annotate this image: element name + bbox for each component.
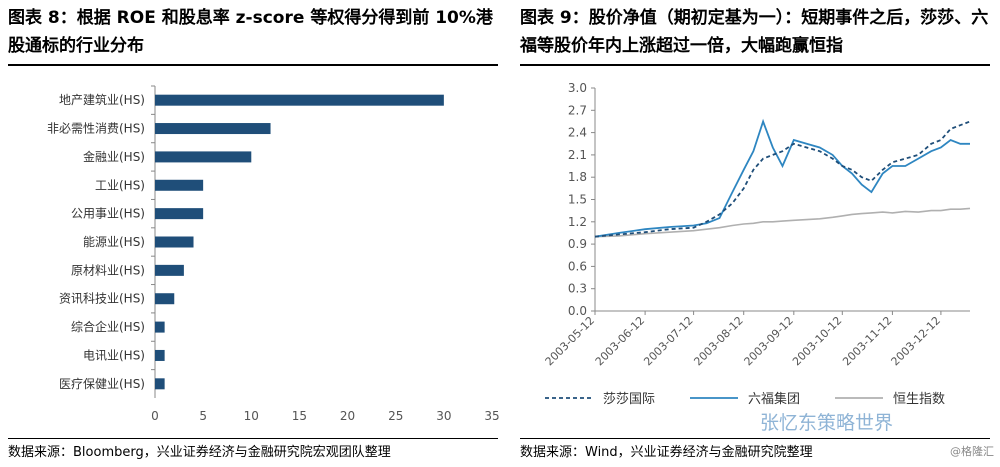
bar-2: [155, 123, 271, 135]
bar-1: [155, 94, 444, 106]
stock-nav-line-chart: 0.0 0.3 0.6 0.9 1.2 1.5 1.8 2.1 2.4 2.7 3.0 2003-05…: [543, 81, 971, 407]
bar-5: [155, 208, 204, 220]
y-tick-label: 0.0: [568, 304, 587, 318]
y-tick-label: 3.0: [568, 81, 587, 95]
x-tick-label: 2003-08-12: [691, 314, 745, 368]
x-tick-label: 2003-10-12: [790, 314, 844, 368]
series-line-1: [594, 120, 971, 238]
y-tick-label: 0.6: [568, 259, 587, 273]
y-tick-label: 2.4: [568, 126, 587, 140]
x-tick-label: 5: [199, 409, 207, 423]
right-source-note: 数据来源：Wind，兴业证券经济与金融研究院整理: [520, 445, 813, 460]
category-label: 公用事业(HS): [71, 207, 145, 221]
right-chart-title: 图表 9：股价净值（期初定基为一）：短期事件之后，莎莎、六福等股价年内上涨超过一…: [520, 8, 989, 56]
right-source-rule: [520, 438, 990, 439]
legend-label-2: 六福集团: [748, 391, 800, 407]
y-tick-label: 1.2: [568, 215, 587, 229]
y-tick-label: 0.3: [568, 282, 587, 296]
bar-4: [155, 179, 204, 191]
x-tick-label: 2003-06-12: [593, 314, 647, 368]
category-label: 综合企业(HS): [71, 319, 145, 334]
category-label: 能源业(HS): [83, 235, 145, 249]
y-tick-label: 0.9: [568, 237, 587, 251]
bar-10: [155, 349, 165, 361]
category-label: 地产建筑业(HS): [59, 92, 145, 107]
series-line-3: [594, 207, 971, 238]
x-tick-label: 25: [388, 409, 403, 423]
x-tick-label: 30: [436, 409, 451, 423]
bar-6: [155, 236, 194, 248]
y-tick-label: 2.1: [568, 148, 587, 162]
x-tick-label: 2003-11-12: [840, 314, 894, 368]
category-label: 医疗保健业(HS): [59, 377, 145, 391]
x-tick-label: 20: [340, 409, 355, 423]
left-source-rule: [8, 438, 498, 439]
bar-7: [155, 264, 184, 276]
y-tick-label: 1.5: [568, 193, 587, 207]
x-tick-label: 10: [244, 409, 259, 423]
category-label: 工业(HS): [95, 178, 145, 192]
category-label: 金融业(HS): [83, 149, 145, 164]
x-tick-label: 2003-09-12: [742, 314, 796, 368]
category-label: 资讯科技业(HS): [59, 292, 145, 306]
y-tick-label: 1.8: [568, 170, 587, 184]
bar-11: [155, 378, 165, 390]
legend-label-3: 恒生指数: [893, 392, 945, 407]
x-tick-label: 0: [151, 409, 159, 423]
x-tick-label: 2003-12-12: [889, 314, 943, 368]
y-tick-label: 2.7: [568, 103, 587, 117]
x-tick-label: 2003-07-12: [641, 314, 695, 368]
corner-tag: @格隆汇: [950, 445, 994, 458]
industry-bar-chart: 地产建筑业(HS) 非必需性消费(HS) 金融业(HS) 工业(HS) 公用事业(HS)…: [47, 85, 500, 423]
left-title-rule: [8, 64, 498, 66]
left-chart-title: 图表 8：根据 ROE 和股息率 z-score 等权得分得到前 10%港股通标…: [8, 8, 493, 56]
watermark-text: 张忆东策略世界: [760, 412, 894, 434]
bar-8: [155, 293, 175, 305]
left-source-note: 数据来源：Bloomberg，兴业证券经济与金融研究院宏观团队整理: [8, 445, 391, 460]
category-label: 原材料业(HS): [71, 263, 145, 277]
bar-3: [155, 151, 252, 163]
legend-label-1: 莎莎国际: [603, 392, 655, 407]
category-label: 电讯业(HS): [83, 348, 145, 362]
bar-9: [155, 321, 165, 333]
x-tick-label: 2003-05-12: [543, 314, 597, 368]
category-label: 非必需性消费(HS): [47, 122, 145, 136]
x-tick-label: 35: [484, 409, 499, 423]
x-tick-label: 15: [292, 409, 307, 423]
right-title-rule: [520, 64, 990, 66]
series-line-2: [594, 118, 970, 238]
